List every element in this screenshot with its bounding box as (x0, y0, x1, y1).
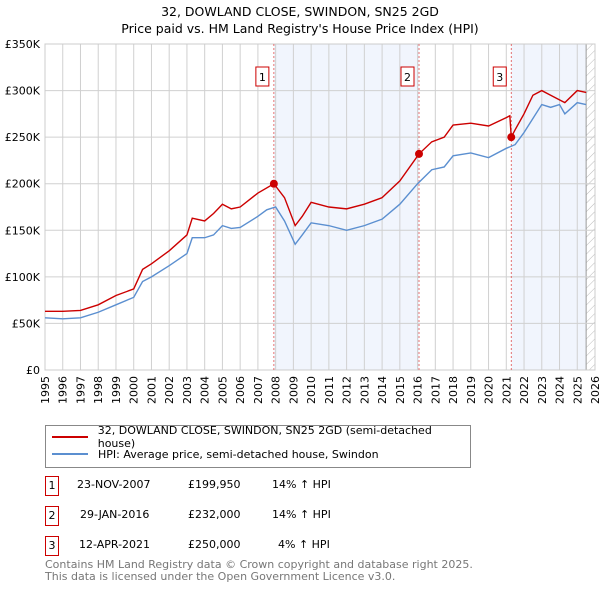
sale-price: £250,000 (188, 538, 241, 551)
property-price-line (45, 89, 587, 313)
legend-item-hpi: HPI: Average price, semi-detached house,… (52, 446, 379, 462)
y-tick-label: £250K (5, 131, 41, 144)
sale-price: £199,950 (188, 478, 241, 491)
x-tick-label: 2005 (216, 376, 229, 404)
x-tick-label: 2004 (199, 376, 212, 404)
x-tick-label: 1997 (74, 376, 87, 404)
x-tick-label: 2016 (412, 376, 425, 404)
sale-price: £232,000 (188, 508, 241, 521)
y-tick-label: £350K (5, 38, 41, 51)
x-tick-label: 2025 (571, 376, 584, 404)
x-tick-label: 2013 (358, 376, 371, 404)
y-tick-label: £0 (26, 364, 40, 377)
x-tick-label: 2023 (536, 376, 549, 404)
sale-marker-badge: 3 (45, 536, 59, 556)
sale-label-box (400, 66, 415, 87)
x-tick-label: 2017 (429, 376, 442, 404)
x-tick-label: 1995 (39, 376, 52, 404)
hpi-line (44, 101, 587, 320)
chart-subtitle: Price paid vs. HM Land Registry's House … (121, 21, 479, 36)
x-tick-label: 2003 (181, 376, 194, 404)
legend: 32, DOWLAND CLOSE, SWINDON, SN25 2GD (se… (45, 424, 471, 468)
y-tick-label: £300K (5, 85, 41, 98)
sale-hpi-diff: 14% ↑ HPI (272, 478, 331, 491)
x-tick-label: 1998 (92, 376, 105, 404)
x-tick-label: 1996 (57, 376, 70, 404)
x-tick-label: 2002 (163, 376, 176, 404)
x-tick-label: 2007 (252, 376, 265, 404)
sale-date: 12-APR-2021 (79, 538, 151, 551)
x-tick-label: 2008 (270, 376, 283, 404)
chart-title: 32, DOWLAND CLOSE, SWINDON, SN25 2GD (161, 4, 439, 19)
x-tick-label: 2019 (465, 376, 478, 404)
x-tick-label: 2000 (128, 376, 141, 404)
sale-hpi-diff: 4% ↑ HPI (278, 538, 330, 551)
sale-label-box (255, 66, 270, 87)
sale-date: 23-NOV-2007 (77, 478, 151, 491)
red-line-swatch (52, 436, 88, 438)
price-chart: 1995 1996 1997 1998 1999 2000 2001 2002 2003 2004… (5, 38, 600, 404)
sale-label: 2 (404, 71, 411, 84)
sale-label: 3 (496, 71, 503, 84)
x-tick-label: 2015 (394, 376, 407, 404)
legend-label: HPI: Average price, semi-detached house,… (98, 447, 379, 461)
sale-point (415, 149, 423, 158)
sale-label-box (492, 66, 507, 87)
blue-line-swatch (52, 453, 88, 455)
x-tick-label: 2018 (447, 376, 460, 404)
x-tick-label: 2001 (145, 376, 158, 404)
y-tick-label: £100K (5, 271, 41, 284)
sale-hpi-diff: 14% ↑ HPI (272, 508, 331, 521)
x-tick-label: 2021 (500, 376, 513, 404)
legend-label: 32, DOWLAND CLOSE, SWINDON, SN25 2GD (se… (97, 424, 432, 450)
x-tick-label: 2009 (287, 376, 300, 404)
sale-date: 29-JAN-2016 (80, 508, 150, 521)
future-hatch (586, 44, 595, 370)
x-tick-label: 2022 (518, 376, 531, 404)
x-tick-label: 2026 (589, 376, 600, 404)
sale-label: 1 (259, 71, 266, 84)
sale-marker-badge: 1 (45, 476, 59, 496)
sale-point (507, 133, 516, 142)
x-tick-label: 2020 (483, 376, 496, 404)
x-tick-label: 2014 (376, 376, 389, 404)
x-tick-label: 2024 (554, 376, 567, 404)
y-tick-label: £50K (12, 317, 41, 330)
x-tick-label: 2010 (305, 376, 318, 404)
footer-licence: This data is licensed under the Open Gov… (45, 570, 396, 583)
sale-marker-badge: 2 (45, 506, 59, 526)
x-tick-label: 2011 (323, 376, 336, 404)
plot-border (44, 43, 596, 371)
sale-point (269, 179, 278, 188)
y-tick-label: £200K (5, 178, 41, 191)
footer-copyright: Contains HM Land Registry data © Crown c… (45, 558, 473, 571)
x-tick-label: 1999 (110, 376, 123, 404)
legend-item-property: 32, DOWLAND CLOSE, SWINDON, SN25 2GD (se… (52, 424, 470, 450)
y-tick-label: £150K (5, 224, 41, 237)
x-tick-label: 2006 (234, 376, 247, 404)
x-tick-label: 2012 (341, 376, 354, 404)
